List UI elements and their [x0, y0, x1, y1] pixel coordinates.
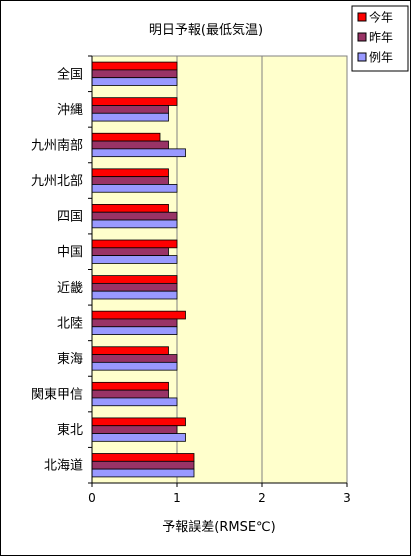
bar — [91, 61, 178, 71]
bar — [91, 460, 195, 470]
bar — [91, 361, 178, 371]
bar — [91, 211, 178, 221]
bar — [91, 219, 178, 229]
bar — [91, 97, 178, 106]
bar — [91, 290, 178, 300]
legend-label: 今年 — [369, 10, 393, 25]
x-tick-label: 1 — [173, 491, 181, 505]
category-label: 九州北部 — [31, 174, 83, 189]
bar — [91, 168, 169, 178]
bar — [91, 282, 178, 292]
legend-swatch — [357, 52, 367, 62]
category-label: 東北 — [57, 422, 83, 438]
bar — [91, 417, 186, 427]
bar — [91, 247, 169, 257]
bar — [91, 176, 169, 185]
bar — [91, 326, 178, 335]
x-tick-label: 2 — [258, 491, 266, 505]
bar — [91, 318, 178, 328]
bar — [91, 204, 169, 213]
bar — [91, 275, 178, 284]
category-label: 北海道 — [44, 459, 83, 474]
category-label: 九州南部 — [31, 137, 83, 153]
bar — [91, 425, 178, 434]
gridlines — [176, 56, 263, 483]
category-label: 近畿 — [57, 281, 83, 296]
category-label: 北陸 — [57, 315, 83, 331]
bar — [91, 105, 169, 114]
category-label: 東海 — [57, 351, 83, 367]
bar — [91, 397, 178, 407]
legend-swatch — [357, 32, 367, 42]
bar — [91, 239, 178, 249]
legend-swatch — [357, 12, 367, 22]
bar — [91, 184, 178, 193]
x-tick-label: 0 — [88, 491, 96, 505]
x-tick-labels: 0 1 2 3 — [88, 483, 351, 505]
bars — [91, 61, 195, 478]
bar — [91, 69, 178, 79]
category-label: 四国 — [57, 210, 83, 225]
bar — [91, 77, 178, 86]
category-label: 関東甲信 — [31, 387, 83, 403]
bar — [91, 389, 169, 399]
bar — [91, 255, 178, 264]
bar — [91, 354, 178, 363]
bar — [91, 453, 195, 462]
plot-area — [91, 55, 348, 484]
bar — [91, 112, 169, 122]
bar — [91, 468, 195, 478]
x-tick-label: 3 — [343, 491, 351, 505]
category-label: 中国 — [57, 245, 83, 260]
x-axis-label: 予報誤差(RMSE℃) — [162, 519, 275, 535]
bar — [91, 140, 169, 150]
category-label: 沖縄 — [57, 103, 83, 118]
bar — [91, 310, 186, 320]
legend-label: 昨年 — [369, 31, 393, 45]
bar — [91, 381, 169, 391]
bar — [91, 148, 186, 158]
category-label: 全国 — [57, 66, 83, 82]
bar — [91, 346, 169, 355]
bar — [91, 433, 186, 442]
bar — [91, 132, 161, 142]
chart-title: 明日予報(最低気温) — [149, 22, 263, 38]
legend-label: 例年 — [369, 51, 393, 65]
